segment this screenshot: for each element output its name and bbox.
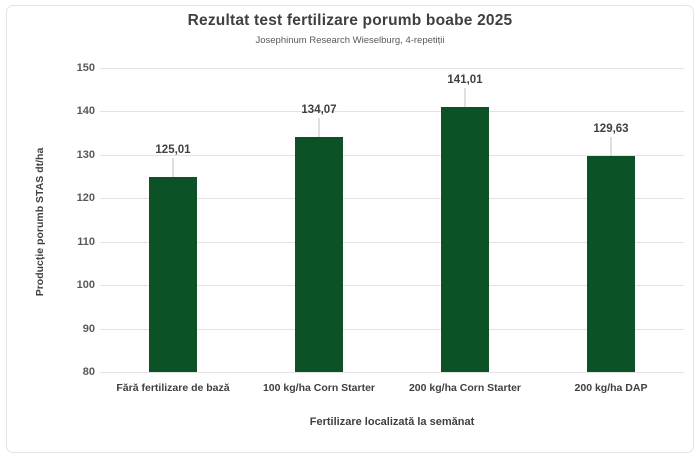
plot-area: 125,01 134,07 141,01 129,63 [100, 68, 684, 373]
gridline [100, 154, 684, 156]
bar [295, 137, 343, 372]
category-axis: Fără fertilizare de bază 100 kg/ha Corn S… [100, 379, 684, 397]
y-axis-ticks: 150 140 130 120 110 100 90 80 [0, 62, 95, 378]
bar-value-label: 134,07 [301, 104, 337, 117]
x-axis-title: Fertilizare localizată la semănat [309, 416, 475, 428]
category-label: Fără fertilizare de bază [116, 382, 230, 394]
y-tick-label: 80 [82, 366, 95, 378]
gridline [100, 68, 684, 69]
y-tick-label: 90 [82, 322, 95, 335]
chart-title: Rezultat test fertilizare porumb boabe 2… [187, 12, 513, 29]
gridline [100, 328, 684, 330]
bar-value-label: 141,01 [447, 74, 483, 87]
value-leader-line [172, 157, 174, 177]
bar-slot: 141,01 [392, 68, 538, 372]
bar-value-label: 125,01 [155, 143, 191, 156]
bar-slot: 125,01 [100, 68, 246, 372]
value-leader-line [318, 118, 320, 138]
y-tick-label: 140 [76, 105, 95, 118]
bar [149, 176, 197, 372]
chart-frame [6, 5, 694, 453]
bar-slot: 134,07 [246, 68, 392, 372]
y-tick-label: 100 [76, 279, 95, 292]
y-tick-label: 120 [76, 192, 95, 205]
y-tick-label: 150 [76, 62, 95, 74]
category-label: 200 kg/ha DAP [574, 382, 648, 394]
bar [587, 156, 635, 372]
gridline [100, 285, 684, 287]
y-tick-label: 110 [77, 235, 95, 248]
bar-value-label: 129,63 [593, 123, 629, 136]
gridline [100, 241, 684, 243]
gridline [100, 372, 684, 373]
value-leader-line [610, 137, 612, 157]
y-tick-label: 130 [76, 148, 95, 161]
gridline [100, 198, 684, 200]
chart-subtitle: Josephinum Research Wieselburg, 4-repeti… [255, 35, 445, 46]
category-label: 100 kg/ha Corn Starter [262, 382, 376, 394]
category-label: 200 kg/ha Corn Starter [408, 382, 522, 394]
gridline [100, 111, 684, 113]
bar [441, 107, 489, 372]
bar-slot: 129,63 [538, 68, 684, 372]
value-leader-line [464, 88, 466, 108]
